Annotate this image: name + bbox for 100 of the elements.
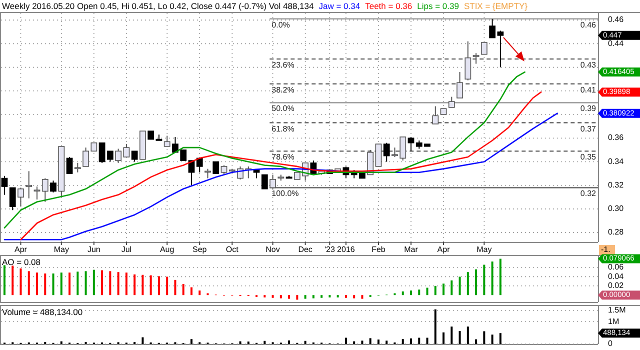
candlestick [432, 106, 439, 124]
bar [344, 338, 347, 344]
ref-line-label: 0.41 [580, 85, 597, 94]
bar [450, 326, 453, 344]
candlestick [9, 187, 16, 211]
ref-line-label: 0.32 [580, 189, 597, 198]
bar [296, 295, 298, 300]
chart-title: AO = 0.08 [2, 257, 41, 267]
bar [418, 338, 420, 344]
candlestick [98, 142, 106, 164]
y-tick-label: 0.28 [608, 228, 624, 237]
bar [134, 274, 136, 296]
bar [60, 272, 62, 296]
candlestick [196, 158, 203, 173]
bar [491, 334, 494, 344]
bar [320, 295, 323, 298]
bar [499, 258, 502, 296]
bar [418, 290, 420, 296]
bar [434, 286, 436, 296]
bar [142, 274, 144, 296]
candlestick [131, 150, 138, 162]
y-tick-label: 1M [608, 316, 620, 326]
bar [158, 276, 160, 296]
bar [386, 340, 388, 344]
text: Teeth = 0.36 [365, 1, 412, 11]
bar [402, 339, 404, 344]
candlestick [375, 144, 382, 167]
x-tick-label: Aug [160, 245, 174, 254]
bar [76, 272, 79, 296]
bar [125, 272, 128, 296]
candlestick [164, 135, 170, 147]
x-tick-label: Mar [404, 245, 418, 254]
ref-line-label: 0.46 [580, 20, 597, 30]
x-tick-label: Oct [226, 245, 240, 254]
bar [190, 287, 192, 296]
x-tick-label: Apr [14, 245, 28, 254]
bar [402, 291, 404, 296]
candlestick [26, 170, 32, 199]
bar [344, 295, 347, 298]
bar [426, 288, 428, 296]
bar [52, 273, 54, 296]
bar [353, 295, 356, 298]
bar [288, 295, 290, 299]
line-series [4, 71, 526, 228]
chart-title: Weekly 2016.05.20 Open 0.45, Hi 0.451, Lo 0.42, Close 0.447 (-0.7%) Vol 488,134 [2, 1, 314, 11]
x-tick-label: Sep [192, 245, 208, 254]
bar [117, 272, 120, 296]
bar [3, 265, 6, 296]
ref-line-label: 0.35 [580, 152, 597, 162]
bar [198, 290, 201, 296]
x-tick-label: May [54, 245, 69, 254]
bar [304, 340, 306, 344]
y-tick-label: 0.02 [608, 281, 624, 290]
annotation: 23.6% [272, 60, 294, 70]
bar [12, 266, 14, 296]
bar [312, 295, 314, 298]
ref-line-label: 0.43 [580, 60, 597, 70]
candlestick [456, 72, 463, 98]
ref-line-label: 0.37 [580, 124, 597, 134]
annotation: 78.6% [272, 152, 294, 162]
x-tick-label: Apr [437, 245, 450, 254]
chart-title: Volume = 488,134.00 [2, 307, 83, 317]
candlestick [18, 187, 24, 208]
bar [434, 309, 436, 344]
bar [377, 340, 380, 344]
candlestick [472, 52, 480, 64]
candlestick [212, 161, 220, 174]
bar [36, 272, 38, 296]
annotation: 61.8% [272, 124, 294, 134]
bar [288, 340, 290, 344]
text: Lips = 0.39 [417, 1, 460, 11]
x-tick-label: Nov [266, 245, 280, 254]
bar [353, 341, 356, 344]
bar [475, 339, 478, 344]
bar [68, 272, 71, 296]
candlestick [270, 174, 276, 190]
text: -1. [601, 245, 610, 254]
candlestick [50, 180, 56, 193]
x-tick-label: 2016 [337, 245, 356, 254]
annotation: 0.0% [272, 20, 290, 30]
annotation: 50.0% [272, 104, 294, 114]
bar [458, 331, 461, 344]
bar [60, 341, 62, 344]
bar [410, 338, 412, 344]
bar [28, 271, 30, 296]
candlestick [408, 136, 414, 152]
candlestick [261, 174, 268, 190]
line-series [4, 112, 558, 240]
bar [264, 340, 266, 344]
bar [150, 275, 152, 296]
candlestick [464, 40, 472, 81]
bar [458, 276, 461, 296]
x-tick-label: '23 [324, 245, 336, 254]
y-tick-label: 0.04 [608, 272, 624, 281]
y-tick-label: 0.34 [608, 156, 624, 166]
bar [466, 326, 469, 344]
bar [483, 331, 486, 344]
bar [84, 271, 87, 296]
bar [369, 338, 372, 344]
bar [92, 270, 95, 296]
